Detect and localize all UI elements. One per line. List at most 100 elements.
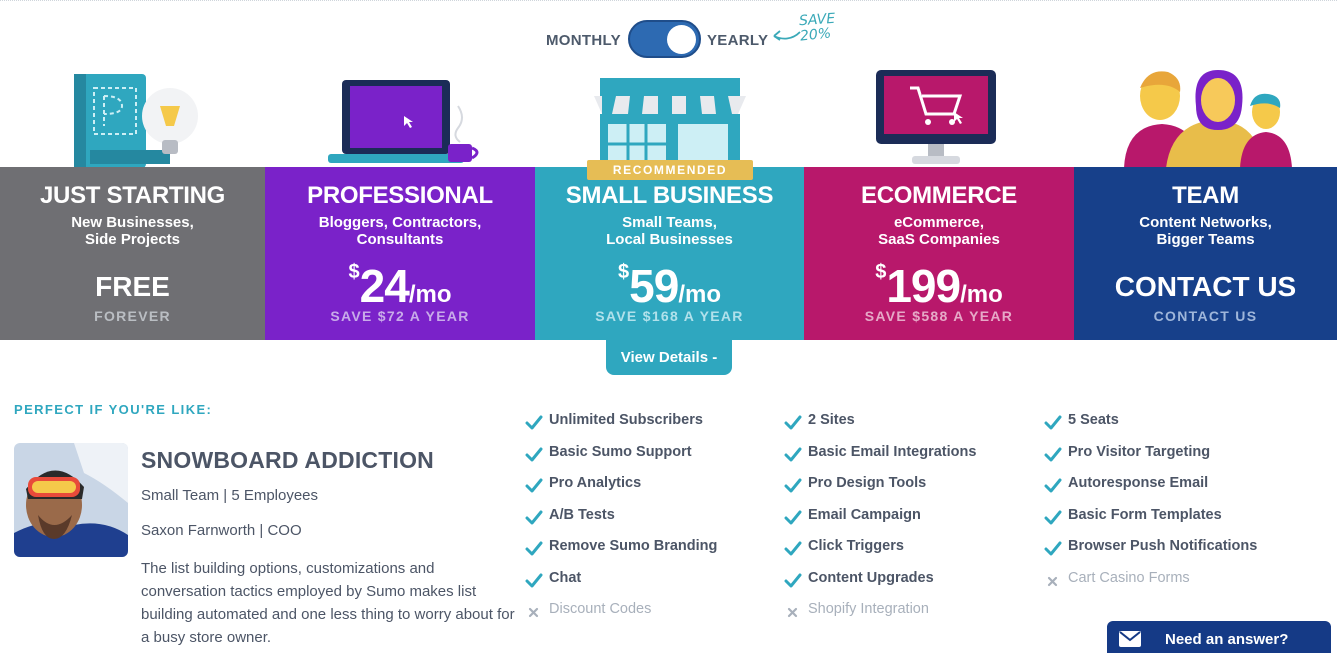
plan-price: $199/mo [804,259,1074,313]
pricing-plans: JUST STARTING New Businesses, Side Proje… [0,167,1337,340]
feature-label: 5 Seats [1068,412,1119,428]
price-currency: $ [875,261,887,283]
feature-label: Remove Sumo Branding [549,538,718,554]
laptop-coffee-icon [328,80,479,163]
plan-card-small-business[interactable]: SMALL BUSINESS Small Teams, Local Busine… [535,167,804,340]
checkmark-icon [784,477,802,495]
plan-audience: Bloggers, Contractors, Consultants [265,214,535,248]
feature-label: Chat [549,569,582,586]
envelope-icon [1119,631,1141,647]
recommended-badge: RECOMMENDED [587,160,753,180]
feature-item: Email Campaign [784,507,976,539]
monthly-label[interactable]: MONTHLY [546,32,621,49]
top-divider [0,0,1337,2]
feature-item: Basic Email Integrations [784,444,976,476]
plan-card-ecommerce[interactable]: ECOMMERCE eCommerce, SaaS Companies $199… [804,167,1074,340]
checkmark-icon [1044,509,1062,527]
team-people-icon [1124,70,1292,168]
recommended-badge-label: RECOMMENDED [612,163,728,177]
plan-audience-line1: Small Teams, [622,214,717,231]
feature-label: Basic Form Templates [1068,506,1222,523]
plan-name: TEAM [1172,182,1239,209]
plan-audience-line1: New Businesses, [71,214,194,231]
plan-audience-line2: Bigger Teams [1156,231,1255,248]
feature-label: Email Campaign [808,506,921,523]
checkmark-icon [525,446,543,464]
feature-item: A/B Tests [525,507,717,539]
plan-price: FREE [95,271,170,302]
feature-label: Content Upgrades [808,569,934,586]
plan-savings: SAVE $168 A YEAR [595,308,744,324]
perfect-if-heading: PERFECT IF YOU'RE LIKE: [14,402,213,417]
feature-item: Unlimited Subscribers [525,412,717,444]
plan-name: ECOMMERCE [861,182,1017,209]
view-details-button[interactable]: View Details - [606,340,732,375]
customer-team-size: Small Team | 5 Employees [141,487,319,504]
monitor-cart-icon [876,70,996,164]
price-currency: $ [348,261,360,283]
feature-list-col3: 5 Seats Pro Visitor Targeting Autoresponse… [1044,412,1257,601]
plan-audience: Small Teams, Local Businesses [535,214,804,248]
checkmark-icon [784,414,802,432]
contact-us-link[interactable]: CONTACT US [1153,308,1258,324]
plan-name: SMALL BUSINESS [565,182,774,209]
save-note: SAVE 20% [772,11,862,56]
feature-label: Basic Email Integrations [808,443,977,460]
cross-icon [525,603,543,621]
storefront-icon [594,78,746,168]
billing-toggle-row: MONTHLY YEARLY SAVE 20% [0,11,1337,62]
customer-company: SNOWBOARD ADDICTION [141,447,434,473]
checkmark-icon [1044,540,1062,558]
plan-audience-line2: Consultants [356,231,444,248]
feature-label: Cart Casino Forms [1068,569,1190,586]
plan-price: $24/mo [265,259,535,313]
recommended-badge-background [587,160,753,180]
checkmark-icon [784,572,802,590]
need-answer-label: Need an answer? [1165,631,1289,648]
plan-card-team[interactable]: TEAM Content Networks, Bigger Teams CONT… [1074,167,1337,340]
save-note-line2: 20% [799,25,832,45]
feature-label: Unlimited Subscribers [549,412,703,428]
need-answer-chat-button[interactable]: Need an answer? [1107,621,1331,653]
feature-item: 2 Sites [784,412,976,444]
feature-label: Click Triggers [808,538,904,554]
customer-person: Saxon Farnworth | COO [141,522,302,539]
price-period: /mo [960,281,1003,308]
feature-label: Discount Codes [549,601,652,617]
checkmark-icon [525,540,543,558]
plan-audience: eCommerce, SaaS Companies [804,214,1074,248]
price-period: /mo [678,281,721,308]
checkmark-icon [525,477,543,495]
feature-item: Remove Sumo Branding [525,538,717,570]
checkmark-icon [525,572,543,590]
feature-item: Pro Analytics [525,475,717,507]
cross-icon [1044,572,1062,590]
feature-label: Shopify Integration [808,601,929,617]
plan-savings: SAVE $588 A YEAR [864,308,1014,324]
feature-item: 5 Seats [1044,412,1257,444]
feature-label: Pro Design Tools [808,475,927,491]
checkmark-icon [784,540,802,558]
feature-item: Chat [525,570,717,602]
feature-list-col2: 2 Sites Basic Email Integrations Pro Desig… [784,412,976,633]
billing-period-toggle[interactable] [628,20,701,58]
plan-audience-line2: SaaS Companies [878,231,1000,248]
feature-item: Shopify Integration [784,601,976,633]
checkmark-icon [784,446,802,464]
feature-item: Content Upgrades [784,570,976,602]
plan-price: $59/mo [535,259,804,313]
checkmark-icon [1044,414,1062,432]
plan-savings: SAVE $72 A YEAR [330,308,470,324]
yearly-label[interactable]: YEARLY [707,32,769,49]
feature-item: Discount Codes [525,601,717,633]
customer-avatar [14,443,128,557]
plan-card-professional[interactable]: PROFESSIONAL Bloggers, Contractors, Cons… [265,167,535,340]
plan-card-just-starting[interactable]: JUST STARTING New Businesses, Side Proje… [0,167,265,340]
arrow-icon [773,30,801,41]
plan-audience-line1: eCommerce, [893,214,985,231]
plan-audience-line2: Side Projects [84,231,181,248]
cross-icon [784,603,802,621]
plan-audience-line2: Local Businesses [606,231,733,248]
plan-audience-line1: Bloggers, Contractors, [318,214,482,231]
price-period: /mo [408,281,452,308]
